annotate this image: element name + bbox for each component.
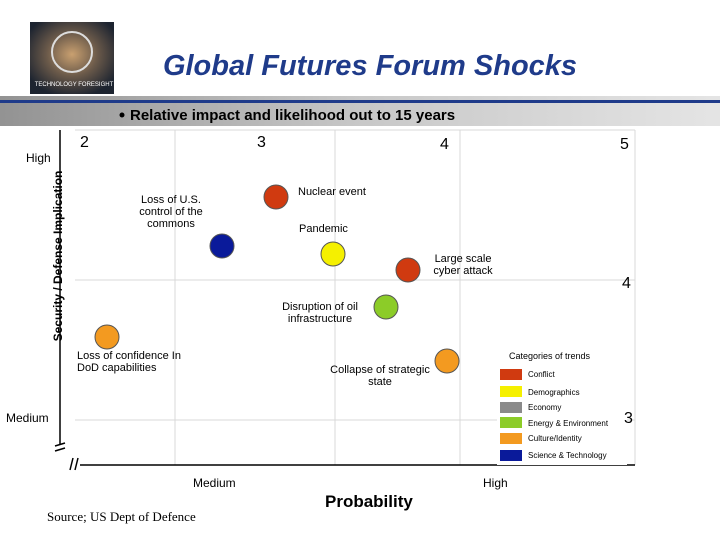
y-axis-label: Security / Defense Implication (51, 170, 65, 342)
grid-number: 4 (440, 136, 449, 153)
grid-number: 3 (257, 134, 266, 151)
swatch (500, 369, 522, 380)
grid-number: 4 (622, 275, 631, 292)
title: Global Futures Forum Shocks (162, 50, 578, 82)
legend-item: Demographics (528, 388, 580, 397)
swatch (500, 433, 522, 444)
bubble-demographics (320, 241, 346, 267)
legend-item: Science & Technology (528, 451, 607, 460)
legend-item: Economy (528, 403, 562, 412)
node-label: Large scale cyber attack (433, 253, 493, 277)
bubble-conflict (395, 257, 421, 283)
legend-item: Conflict (528, 370, 555, 379)
grid (75, 129, 636, 465)
x-medium: Medium (193, 476, 236, 490)
grid-number: 3 (624, 410, 633, 427)
bullet (119, 112, 125, 118)
grid-number: 2 (80, 134, 89, 151)
swatch (500, 450, 522, 461)
legend-item: Culture/Identity (528, 434, 582, 443)
bubble-energy (373, 294, 399, 320)
logo-ring (51, 31, 93, 73)
source: Source; US Dept of Defence (47, 509, 196, 524)
x-axis-label: Probability (325, 492, 413, 511)
subtitle: Relative impact and likelihood out to 15… (130, 107, 456, 124)
node-label: Collapse of strategic state (330, 364, 430, 388)
bubble-culture (434, 348, 460, 374)
logo (30, 22, 114, 94)
y-medium: Medium (6, 411, 49, 425)
grid-number: 5 (620, 136, 629, 153)
y-high: High (26, 151, 51, 165)
legend-item: Energy & Environment (528, 419, 609, 428)
swatch (500, 417, 522, 428)
bubble-science (209, 233, 235, 259)
x-high: High (483, 476, 508, 490)
node-label: Loss of U.S. control of the commons (139, 194, 203, 230)
node-label: Nuclear event (298, 186, 366, 198)
bubble-culture (94, 324, 120, 350)
bubble-conflict (263, 184, 289, 210)
legend-title: Categories of trends (509, 351, 591, 361)
node-label: Disruption of oil infrastructure (282, 301, 358, 325)
swatch (500, 386, 522, 397)
bubbles (94, 184, 460, 374)
axis-breaks (54, 442, 79, 471)
node-label: Pandemic (299, 223, 348, 235)
node-label: Loss of confidence In DoD capabilities (77, 350, 181, 374)
logo-text: TECHNOLOGY FORESIGHT (34, 82, 114, 88)
swatch (500, 402, 522, 413)
header-stripe (0, 100, 720, 103)
legend-swatches (500, 369, 522, 461)
